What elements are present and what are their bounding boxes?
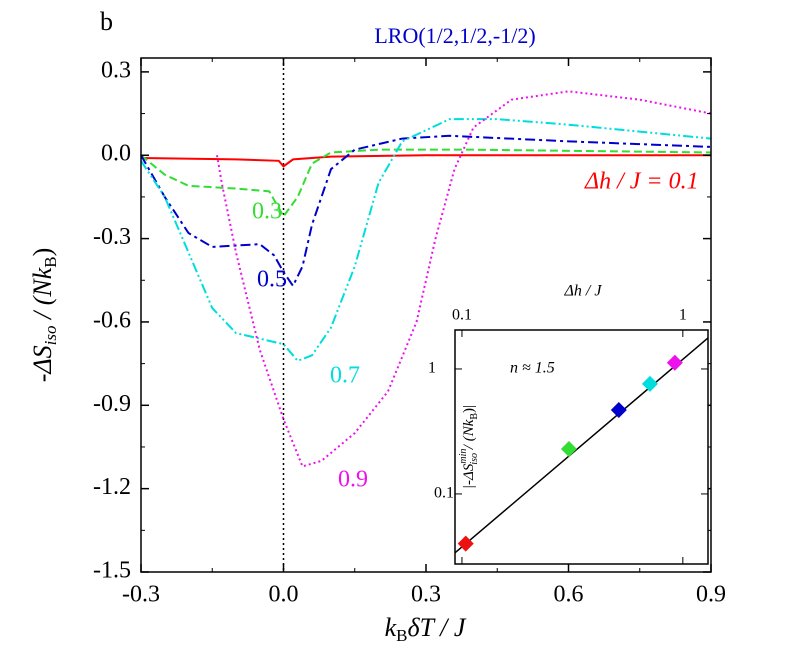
x-tick-label: 0.0 (269, 582, 299, 608)
x-axis-label: kBδT / J (385, 613, 467, 645)
inset-x-label: Δh / J (564, 283, 603, 300)
data-point (560, 440, 577, 457)
label-part: δT / J (408, 613, 467, 642)
inset-frame (454, 329, 709, 565)
y-tick-label: 0.1 (434, 485, 454, 502)
label-part: / ( (28, 295, 57, 325)
y-tick-label: -0.9 (93, 391, 131, 417)
y-tick-label: 0.3 (101, 57, 131, 83)
x-tick-label: 0.6 (554, 582, 584, 608)
y-tick-label: -0.6 (93, 307, 131, 333)
data-line (140, 154, 711, 168)
y-axis-label: -ΔSiso / (NkB) (28, 248, 60, 383)
data-line (140, 118, 712, 363)
inset-y-label: |-ΔSminiso / (NkB)| (458, 405, 480, 489)
data-point (610, 401, 627, 418)
y-tick-label: -0.3 (93, 224, 131, 250)
data-line (140, 148, 712, 219)
label-part: |-ΔS (461, 463, 477, 489)
y-tick-label: 1 (428, 360, 436, 377)
x-tick-label: 1 (679, 307, 687, 324)
y-tick-label: -1.2 (93, 474, 131, 500)
chart-title: LRO(1/2,1/2,-1/2) (374, 23, 535, 48)
data-point (457, 535, 474, 552)
y-tick-label: 0.0 (101, 141, 131, 167)
label-part: Nk (28, 267, 57, 297)
y-tick-label: -1.5 (93, 558, 131, 584)
x-tick-label: 0.9 (696, 582, 726, 608)
data-point (666, 354, 683, 371)
label-part: ) (28, 248, 57, 257)
inset-background (455, 330, 708, 564)
label-part: B (469, 413, 480, 420)
series-label: 0.9 (338, 467, 368, 493)
x-tick-label: -0.3 (122, 582, 160, 608)
series-label: Δh / J = 0.1 (584, 169, 699, 195)
series-label: 0.3 (252, 199, 282, 225)
label-part: iso (41, 326, 60, 346)
fit-line (454, 337, 709, 554)
inset-annotation: n ≈ 1.5 (510, 360, 555, 377)
data-line (216, 90, 712, 468)
label-part: B (396, 626, 407, 645)
label-part: -ΔS (28, 345, 57, 382)
x-tick-label: 0.1 (452, 307, 472, 324)
data-point (641, 375, 658, 392)
label-part: Nk (461, 419, 477, 437)
panel-label: b (100, 7, 113, 36)
label-part: B (41, 256, 60, 267)
series-label: 0.5 (257, 267, 287, 293)
label-part: min (458, 449, 469, 464)
label-part: )| (461, 405, 477, 413)
x-tick-label: 0.3 (411, 582, 441, 608)
label-part: iso (469, 453, 480, 465)
label-part: k (385, 613, 397, 642)
label-part: / ( (461, 435, 477, 453)
data-line (140, 134, 712, 288)
series-label: 0.7 (330, 363, 360, 389)
